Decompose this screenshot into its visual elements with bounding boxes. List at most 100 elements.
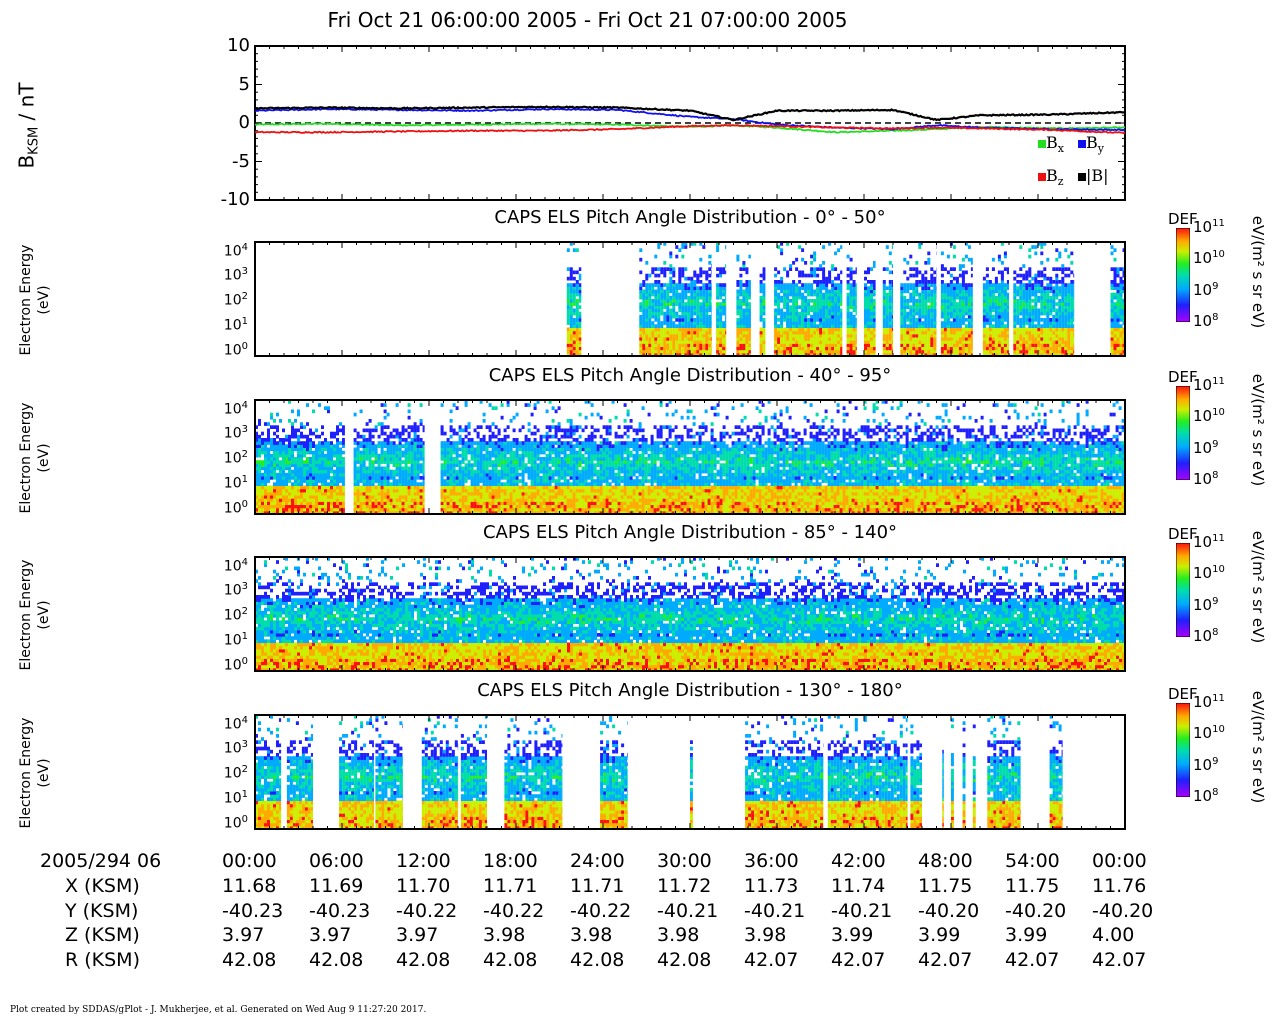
- spec-cell: [711, 333, 712, 338]
- spec-cell: [873, 280, 876, 284]
- spec-cell: [336, 460, 339, 464]
- spec-cell: [849, 267, 853, 271]
- spec-cell: [1025, 292, 1029, 297]
- spec-cell: [383, 450, 387, 455]
- spec-cell: [930, 343, 934, 347]
- spec-cell: [672, 349, 676, 354]
- spec-cell: [994, 340, 998, 344]
- spec-ylabel: Electron Energy (eV): [17, 230, 53, 370]
- spec-cell: [309, 460, 312, 464]
- spec-cell: [855, 267, 857, 271]
- spec-cell: [949, 330, 953, 335]
- spec-cell: [1061, 337, 1065, 341]
- spec-cell: [885, 305, 889, 309]
- spec-cell: [569, 302, 573, 306]
- spec-cell: [1070, 343, 1074, 347]
- spec-cell: [1019, 321, 1023, 325]
- spec-cell: [742, 292, 746, 297]
- spec-cell: [822, 245, 826, 249]
- spec-cell: [1116, 321, 1120, 325]
- spec-cell: [297, 460, 300, 464]
- spec-cell: [642, 295, 646, 300]
- spec-cell: [958, 273, 962, 278]
- spec-cell: [961, 276, 965, 281]
- spec-cell: [915, 318, 919, 322]
- spec-cell: [297, 428, 300, 433]
- spec-cell: [810, 330, 814, 335]
- spec-cell: [882, 267, 886, 271]
- spec-cell: [669, 295, 673, 300]
- spec-cell: [997, 349, 1001, 354]
- spec-cell: [342, 460, 345, 464]
- spec-cell: [777, 337, 781, 341]
- spec-cell: [837, 292, 841, 297]
- spec-cell: [383, 460, 387, 464]
- spec-cell: [353, 482, 357, 486]
- spec-cell: [699, 286, 703, 290]
- spec-cell: [321, 498, 324, 502]
- spec-cell: [940, 264, 944, 268]
- spec-cell: [392, 453, 396, 458]
- spec-cell: [663, 343, 667, 347]
- spec-cell: [958, 327, 962, 332]
- spec-cell: [318, 488, 321, 493]
- spec-cell: [678, 302, 682, 306]
- spec-cell: [742, 264, 746, 268]
- spec-cell: [725, 340, 727, 344]
- spec-cell: [1040, 280, 1044, 284]
- spec-cell: [404, 510, 408, 515]
- spec-cell: [675, 254, 679, 259]
- spec-cell: [1119, 280, 1123, 284]
- spec-cell: [840, 286, 843, 290]
- spec-cell: [657, 245, 661, 249]
- spec-cell: [374, 495, 378, 499]
- spec-cell: [371, 491, 375, 496]
- spec-cell: [342, 504, 345, 509]
- spec-cell: [1055, 333, 1059, 338]
- spec-cell: [855, 286, 857, 290]
- spec-cell: [294, 460, 297, 464]
- spec-cell: [921, 286, 925, 290]
- spec-cell: [988, 324, 992, 328]
- spec-cell: [575, 321, 579, 325]
- spec-cell: [1049, 283, 1053, 287]
- spec-cell: [663, 305, 667, 309]
- spec-cell: [792, 330, 796, 335]
- spec-cell: [1003, 311, 1007, 316]
- spec-cell: [288, 510, 291, 515]
- spec-cell: [300, 457, 303, 461]
- spec-cell: [792, 318, 796, 322]
- spec-cell: [1019, 340, 1023, 344]
- spec-cell: [693, 286, 697, 290]
- spec-cell: [368, 453, 372, 458]
- spec-cell: [918, 327, 922, 332]
- spec-cell: [708, 340, 712, 344]
- spec-cell: [339, 453, 342, 458]
- spec-cell: [1061, 352, 1065, 357]
- spec-cell: [639, 248, 643, 252]
- spec-cell: [1016, 308, 1020, 313]
- spec-cell: [395, 428, 399, 433]
- spec-cell: [566, 267, 570, 271]
- spec-cell: [912, 352, 916, 357]
- spec-cell: [927, 292, 931, 297]
- spec-cell: [315, 482, 318, 486]
- spec-cell: [279, 491, 282, 496]
- spec-cell: [940, 267, 944, 271]
- spec-cell: [267, 488, 270, 493]
- spec-cell: [359, 469, 363, 474]
- spec-cell: [1040, 245, 1044, 249]
- spec-cell: [398, 472, 402, 477]
- spec-cell: [837, 318, 841, 322]
- spec-cell: [401, 476, 405, 480]
- spec-cell: [1013, 292, 1017, 297]
- spec-cell: [330, 491, 333, 496]
- spec-cell: [356, 476, 360, 480]
- spec-cell: [681, 242, 685, 246]
- spec-cell: [386, 441, 390, 445]
- spec-cell: [660, 292, 664, 297]
- spec-cell: [921, 283, 925, 287]
- spec-cell: [1055, 257, 1059, 262]
- spec-cell: [383, 425, 387, 429]
- spec-cell: [849, 314, 853, 319]
